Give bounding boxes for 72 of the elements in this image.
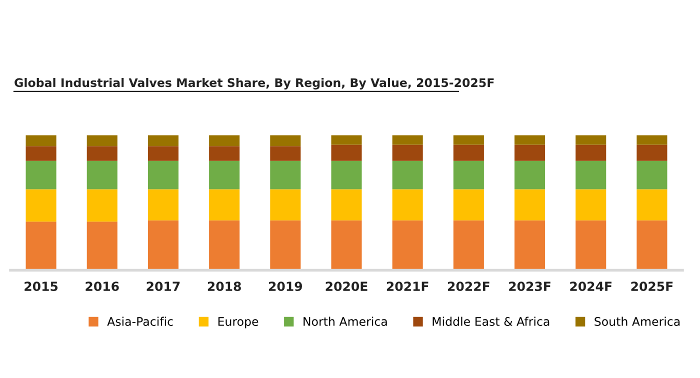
legend-label: North America <box>304 316 387 326</box>
bar <box>392 220 423 270</box>
bar <box>26 135 56 146</box>
bar <box>26 222 56 270</box>
x-tick-label: 2022F <box>448 282 490 292</box>
x-tick-label: 2016 <box>86 282 119 292</box>
bar <box>148 160 178 190</box>
bar <box>636 189 668 220</box>
legend-label: Asia-Pacific <box>107 316 173 326</box>
bar <box>636 160 668 190</box>
x-tick-label: 2017 <box>146 282 180 292</box>
bar <box>453 144 484 161</box>
chart-title: Global Industrial Valves Market Share, By Region, By Value, 2015-2025F <box>14 78 494 90</box>
bar <box>209 160 240 190</box>
x-tick-label: 2025F <box>631 282 673 292</box>
x-tick-label: 2020E <box>326 282 368 292</box>
bar <box>636 220 668 270</box>
bar <box>270 146 301 161</box>
x-tick-label: 2021F <box>386 282 428 292</box>
bar <box>392 160 423 190</box>
bar <box>514 135 546 145</box>
bar <box>576 160 606 190</box>
bar <box>453 189 484 220</box>
bar <box>86 160 118 190</box>
bar <box>331 189 362 220</box>
bar <box>209 189 240 220</box>
bar <box>576 144 606 161</box>
bar <box>86 146 118 161</box>
bar <box>209 135 240 146</box>
bar <box>209 146 240 161</box>
bar <box>148 135 178 146</box>
bar <box>514 189 546 220</box>
bar <box>392 135 423 145</box>
bar <box>331 220 362 270</box>
bar <box>453 220 484 270</box>
bar <box>331 135 362 145</box>
bar <box>26 160 56 190</box>
bar <box>453 160 484 190</box>
bar <box>331 160 362 190</box>
bar <box>576 220 606 270</box>
bar <box>392 144 423 161</box>
bar <box>576 135 606 145</box>
bar <box>331 144 362 161</box>
bar <box>26 146 56 161</box>
bar <box>270 160 301 190</box>
bar <box>392 189 423 220</box>
bar <box>514 220 546 270</box>
bar <box>514 144 546 161</box>
bar <box>636 135 668 145</box>
bar <box>86 135 118 146</box>
bar <box>148 189 178 220</box>
bar <box>453 135 484 145</box>
x-tick-label: 2019 <box>269 282 302 292</box>
bar <box>270 220 301 270</box>
x-tick-label: 2024F <box>570 282 612 292</box>
bar <box>576 189 606 220</box>
legend-label: South America <box>594 316 680 326</box>
bar <box>26 189 56 222</box>
x-tick-label: 2015 <box>24 282 58 292</box>
bar <box>270 189 301 220</box>
bar <box>514 160 546 190</box>
bar <box>148 220 178 270</box>
bar <box>636 144 668 161</box>
bar <box>86 222 118 270</box>
legend-label: Europe <box>218 317 258 328</box>
legend-label: Middle East & Africa <box>432 316 550 326</box>
x-tick-label: 2018 <box>208 282 241 292</box>
bar <box>86 189 118 222</box>
bar <box>209 220 240 270</box>
bar <box>148 146 178 161</box>
bar <box>270 135 301 146</box>
x-tick-label: 2023F <box>509 282 550 292</box>
